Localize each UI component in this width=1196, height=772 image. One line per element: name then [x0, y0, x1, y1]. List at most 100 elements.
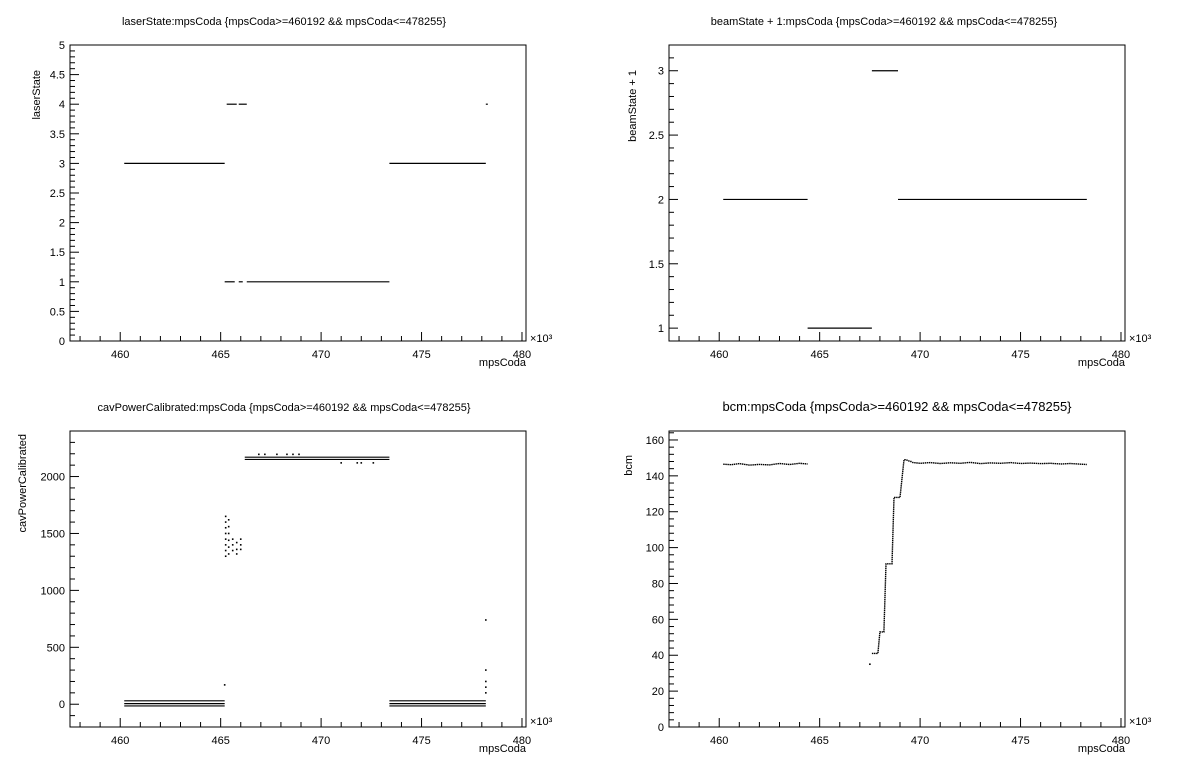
y-tick-label: 5	[59, 40, 65, 52]
y-tick-label: 40	[652, 650, 664, 662]
y-axis-label: bcm	[623, 455, 635, 476]
data-point	[231, 549, 234, 552]
x-tick-label: 465	[211, 735, 229, 747]
y-tick-label: 1	[658, 323, 664, 335]
data-point	[485, 669, 487, 671]
data-point	[224, 544, 227, 546]
x-axis-label: mpsCoda	[1078, 357, 1126, 369]
y-tick-label: 2000	[41, 472, 65, 484]
data-point	[360, 462, 363, 464]
x-tick-label: 480	[513, 349, 531, 361]
plot-title: bcm:mpsCoda {mpsCoda>=460192 && mpsCoda<…	[722, 399, 1072, 414]
y-tick-label: 3	[59, 158, 65, 170]
y-axis-label: cavPowerCalibrated	[17, 434, 29, 532]
data-point	[224, 538, 227, 540]
data-marks	[124, 103, 488, 283]
x-tick-labels: 460 465 470 475 480	[678, 332, 1130, 361]
y-tick-label: 2.5	[649, 130, 664, 142]
x-axis-label: mpsCoda	[479, 743, 527, 755]
y-tick-labels: 1 1.5 2 2.5 3	[649, 44, 678, 342]
data-point	[224, 555, 227, 558]
data-point	[340, 462, 342, 464]
y-tick-label: 1.5	[50, 247, 65, 259]
x-tick-label: 470	[312, 735, 330, 747]
data-point	[485, 680, 487, 683]
x-tick-label: 475	[412, 349, 430, 361]
y-tick-label: 3.5	[50, 129, 65, 141]
y-tick-label: 2.5	[50, 188, 65, 200]
x-axis-multiplier: ×10³	[530, 333, 553, 345]
data-point	[227, 546, 230, 548]
plot-frame	[668, 430, 1126, 728]
plot-frame	[668, 44, 1126, 342]
x-tick-label: 460	[710, 349, 728, 361]
data-point	[235, 541, 238, 544]
y-tick-label: 1500	[41, 528, 65, 540]
y-tick-label: 140	[646, 471, 664, 483]
plot-panel-cav-power: cavPowerCalibrated:mpsCoda {mpsCoda>=460…	[17, 402, 553, 755]
x-tick-label: 470	[312, 349, 330, 361]
x-tick-label: 480	[1112, 735, 1130, 747]
y-tick-labels: 0 500 1000 1500 2000	[41, 430, 79, 728]
data-point	[235, 548, 238, 551]
data-point	[485, 692, 487, 694]
data-point	[231, 544, 234, 546]
data-point	[224, 549, 227, 552]
plot-panel-laser-state: laserState:mpsCoda {mpsCoda>=460192 && m…	[31, 16, 553, 369]
y-axis-label: beamState + 1	[627, 70, 639, 142]
x-tick-labels: 460 465 470 475 480	[79, 332, 531, 361]
plot-frame	[69, 430, 527, 728]
data-point	[286, 453, 288, 456]
data-marks	[723, 459, 1087, 666]
data-point	[235, 553, 238, 555]
y-tick-label: 0	[658, 722, 664, 734]
data-point	[227, 525, 230, 528]
y-axis-label: laserState	[31, 70, 43, 120]
data-point	[227, 539, 230, 542]
data-point	[227, 519, 230, 521]
data-point	[224, 532, 227, 535]
y-tick-label: 60	[652, 614, 664, 626]
plot-title: beamState + 1:mpsCoda {mpsCoda>=460192 &…	[711, 16, 1058, 28]
x-tick-label: 475	[412, 735, 430, 747]
x-axis-label: mpsCoda	[479, 357, 527, 369]
data-point	[276, 453, 278, 456]
x-axis-multiplier: ×10³	[1129, 333, 1152, 345]
x-tick-label: 470	[911, 735, 929, 747]
y-tick-label: 500	[47, 642, 65, 654]
data-point	[298, 453, 300, 456]
data-point	[231, 538, 234, 540]
data-point	[258, 453, 260, 456]
data-point	[227, 553, 230, 555]
data-point	[223, 684, 226, 686]
x-tick-label: 465	[810, 735, 828, 747]
y-tick-label: 1.5	[649, 259, 664, 271]
x-axis-label: mpsCoda	[1078, 743, 1126, 755]
data-point	[292, 453, 294, 456]
data-point	[869, 663, 871, 666]
y-tick-label: 1000	[41, 585, 65, 597]
y-tick-label: 20	[652, 686, 664, 698]
x-tick-label: 475	[1011, 735, 1029, 747]
data-point	[356, 462, 359, 464]
data-series-line	[912, 461, 1087, 466]
y-tick-label: 160	[646, 435, 664, 447]
y-tick-labels: 0 0.5 1 1.5 2 2.5 3 3.5 4 4.5 5	[50, 40, 79, 348]
y-tick-label: 0	[59, 336, 65, 348]
y-tick-label: 2	[658, 194, 664, 206]
x-tick-label: 460	[710, 735, 728, 747]
y-tick-label: 0.5	[50, 306, 65, 318]
x-axis-multiplier: ×10³	[530, 716, 553, 728]
data-point	[264, 453, 266, 456]
data-point	[227, 532, 230, 535]
x-tick-label: 480	[1112, 349, 1130, 361]
data-point	[224, 526, 227, 529]
data-point	[224, 515, 227, 518]
data-marks	[124, 453, 487, 707]
y-tick-label: 0	[59, 699, 65, 711]
data-point	[239, 548, 242, 551]
y-tick-label: 4.5	[50, 70, 65, 82]
data-series-line	[871, 459, 913, 655]
x-tick-labels: 460 465 470 475 480	[678, 718, 1130, 747]
